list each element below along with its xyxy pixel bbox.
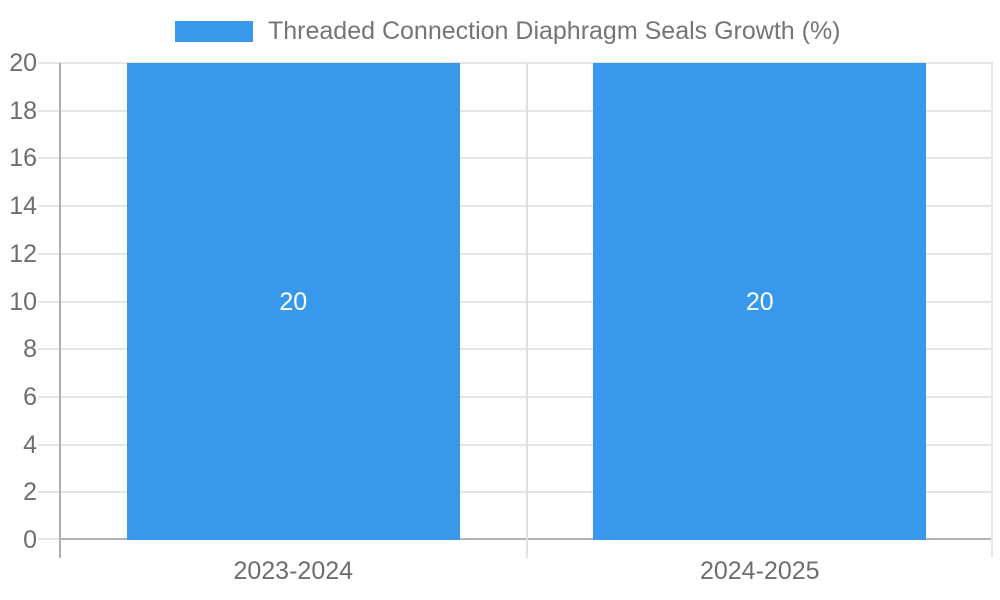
gridline [38, 348, 993, 351]
y-tick-label: 10 [9, 287, 37, 316]
legend-label: Threaded Connection Diaphragm Seals Grow… [268, 17, 841, 45]
gridline [38, 491, 993, 494]
legend-swatch [175, 21, 253, 42]
bar-value-label: 20 [745, 287, 774, 316]
bar [593, 63, 927, 540]
y-tick-label: 6 [23, 382, 37, 411]
gridline [38, 395, 993, 398]
gridline [38, 205, 993, 208]
tick-stub [38, 538, 60, 540]
y-tick-label: 16 [9, 144, 37, 173]
bar [126, 63, 460, 540]
y-tick-label: 14 [9, 192, 37, 221]
y-tick-label: 0 [23, 526, 37, 554]
y-tick-label: 4 [23, 430, 37, 459]
y-tick-label: 12 [9, 239, 37, 268]
y-tick-label: 20 [9, 49, 37, 77]
gridline [38, 157, 993, 160]
y-tick-label: 18 [9, 96, 37, 125]
x-tick-label: 2024-2025 [699, 557, 820, 585]
gridline [38, 252, 993, 255]
chart-legend: Threaded Connection Diaphragm Seals Grow… [175, 18, 841, 45]
x-tick-label: 2023-2024 [233, 557, 354, 585]
category-separator [525, 63, 528, 558]
y-tick-label: 8 [23, 335, 37, 364]
y-tick-label: 2 [23, 478, 37, 507]
gridline [38, 443, 993, 446]
bar-value-label: 20 [279, 287, 308, 316]
gridline [38, 109, 993, 112]
gridline [38, 62, 993, 64]
plot-area: 20 20 [38, 62, 993, 558]
plot-right-border [991, 63, 993, 558]
gridline [38, 300, 993, 303]
y-axis-line [59, 63, 61, 558]
